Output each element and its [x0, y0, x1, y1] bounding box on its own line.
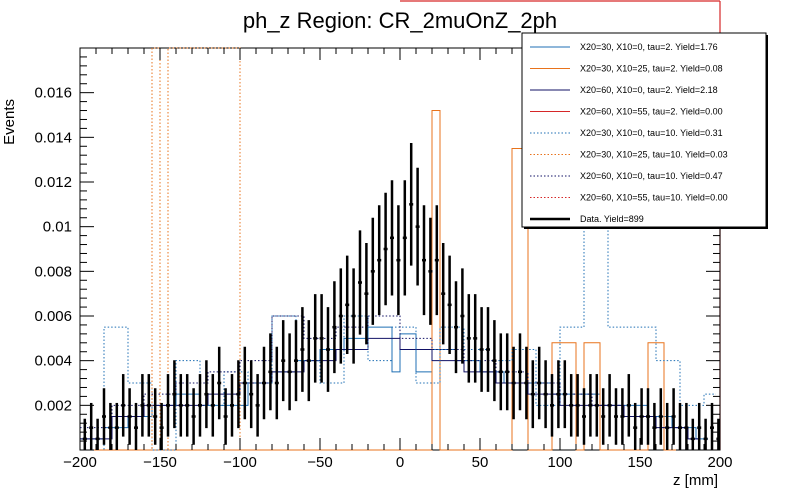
- y-tick-label: 0.014: [34, 129, 72, 146]
- x-tick-label: 150: [627, 454, 652, 471]
- x-axis-title: z [mm]: [673, 472, 718, 489]
- x-tick-label: −200: [63, 454, 97, 471]
- legend: X20=30, X10=0, tau=2. Yield=1.76 X20=30, …: [521, 32, 768, 229]
- legend-entry-label: X20=30, X10=25, tau=10. Yield=0.03: [580, 150, 728, 160]
- x-tick-label: 200: [707, 454, 732, 471]
- y-tick-label: 0.016: [34, 85, 72, 102]
- x-tick-label: 100: [547, 454, 572, 471]
- y-axis: 0.002 0.004 0.006 0.008 0.01 0.012 0.014 0.016: [34, 47, 720, 451]
- x-tick-label: 50: [472, 454, 489, 471]
- x-tick-label: 0: [396, 454, 404, 471]
- x-tick-label: −100: [223, 454, 257, 471]
- x-tick-label: −50: [307, 454, 332, 471]
- series-layer: [80, 47, 721, 451]
- y-tick-label: 0.01: [43, 219, 72, 236]
- y-tick-label: 0.012: [34, 174, 72, 191]
- legend-box: [521, 32, 767, 228]
- legend-entry-label: X20=60, X10=55, tau=10. Yield=0.00: [580, 193, 728, 203]
- y-tick-label: 0.006: [34, 308, 72, 325]
- legend-entry-label: X20=30, X10=0, tau=10. Yield=0.31: [580, 128, 723, 138]
- legend-entry-label: X20=60, X10=0, tau=10. Yield=0.47: [580, 171, 723, 181]
- legend-entry-label: X20=30, X10=25, tau=2. Yield=0.08: [580, 64, 723, 74]
- legend-entry-label: X20=30, X10=0, tau=2. Yield=1.76: [580, 42, 718, 52]
- legend-entry-label: Data. Yield=899: [580, 214, 644, 224]
- chart-title: ph_z Region: CR_2muOnZ_2ph: [243, 8, 557, 33]
- legend-entry-label: X20=60, X10=0, tau=2. Yield=2.18: [580, 85, 718, 95]
- x-axis: −200 −150 −100 −50 0 50 100 150 200: [63, 48, 733, 471]
- y-tick-label: 0.002: [34, 397, 72, 414]
- series-line-1: [80, 110, 676, 451]
- x-tick-label: −150: [143, 454, 177, 471]
- y-tick-label: 0.008: [34, 263, 72, 280]
- y-tick-label: 0.004: [34, 353, 72, 370]
- legend-entry-label: X20=60, X10=55, tau=2. Yield=0.00: [580, 107, 723, 117]
- y-axis-title: Events: [1, 99, 18, 145]
